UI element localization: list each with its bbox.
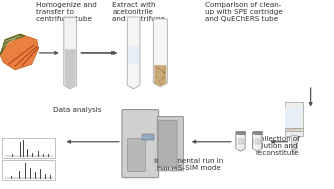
- Text: Homogenize and
transfer to
centrifuge tube: Homogenize and transfer to centrifuge tu…: [36, 2, 97, 22]
- Text: Collection of
elution and
reconstitute: Collection of elution and reconstitute: [255, 136, 300, 156]
- Text: Instrumental run in
Full MS-SIM mode: Instrumental run in Full MS-SIM mode: [154, 158, 223, 171]
- Bar: [253, 139, 261, 144]
- FancyBboxPatch shape: [122, 110, 159, 178]
- Bar: [2, 160, 55, 180]
- Ellipse shape: [161, 70, 163, 71]
- Bar: [127, 138, 145, 171]
- Bar: [286, 107, 303, 128]
- Text: Comparison of clean-
up with SPE cartridge
and QuEChERS tube: Comparison of clean- up with SPE cartrid…: [205, 2, 283, 22]
- Ellipse shape: [163, 72, 165, 73]
- Polygon shape: [127, 17, 140, 89]
- Text: Extract with
acetonitrile
and centrifuge: Extract with acetonitrile and centrifuge: [112, 2, 165, 22]
- Ellipse shape: [155, 67, 157, 68]
- Polygon shape: [236, 132, 245, 151]
- Ellipse shape: [162, 77, 164, 78]
- Ellipse shape: [162, 70, 164, 71]
- Bar: [291, 135, 297, 149]
- Bar: [286, 128, 303, 131]
- Bar: [142, 134, 154, 140]
- Ellipse shape: [159, 80, 161, 81]
- Polygon shape: [64, 17, 76, 89]
- Polygon shape: [65, 49, 75, 88]
- Polygon shape: [153, 19, 167, 87]
- Ellipse shape: [160, 83, 162, 84]
- Ellipse shape: [156, 76, 157, 77]
- Polygon shape: [0, 34, 38, 70]
- Ellipse shape: [158, 68, 160, 69]
- Bar: [236, 131, 245, 134]
- Ellipse shape: [163, 73, 165, 74]
- Polygon shape: [292, 149, 296, 154]
- FancyBboxPatch shape: [157, 116, 183, 171]
- Ellipse shape: [162, 78, 164, 79]
- Text: Data analysis: Data analysis: [52, 107, 101, 113]
- Bar: [236, 139, 244, 144]
- Bar: [2, 138, 55, 158]
- Polygon shape: [154, 65, 166, 86]
- FancyBboxPatch shape: [159, 120, 177, 167]
- Ellipse shape: [165, 68, 166, 70]
- Bar: [128, 46, 139, 64]
- Polygon shape: [0, 34, 25, 55]
- Bar: [253, 131, 262, 134]
- Polygon shape: [253, 132, 262, 151]
- FancyBboxPatch shape: [285, 102, 303, 136]
